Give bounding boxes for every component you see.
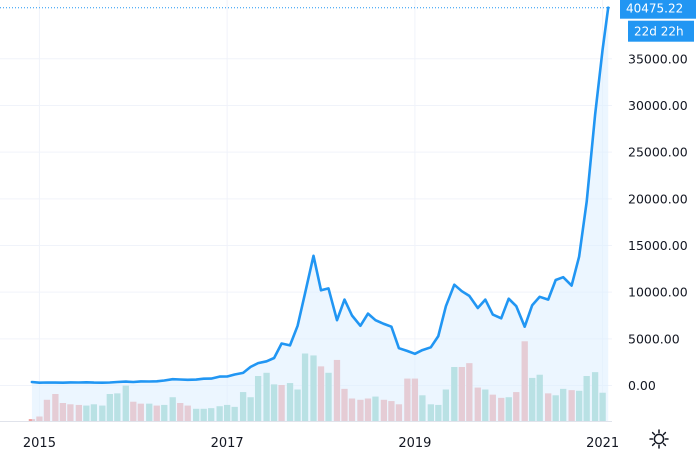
y-tick-label: 10000.00 [628,285,688,300]
y-tick-label: 25000.00 [628,145,688,160]
x-tick-label: 2019 [398,436,431,451]
y-axis: 0.00 5000.00 10000.00 15000.00 20000.00 25000… [628,51,688,393]
gear-icon [649,429,669,449]
y-tick-label: 0.00 [628,378,656,393]
x-tick-label: 2015 [23,436,56,451]
x-tick-label: 2017 [211,436,244,451]
y-tick-label: 35000.00 [628,51,688,66]
last-price-badge: 40475.22 [620,0,696,19]
y-tick-label: 20000.00 [628,191,688,206]
y-tick-label: 15000.00 [628,238,688,253]
countdown-label: 22d 22h [634,25,684,39]
countdown-label-bg [628,20,694,42]
price-area-fill [31,7,609,421]
x-tick-label: 2021 [586,436,619,451]
price-line [30,6,610,384]
chart-settings-button[interactable] [642,426,676,452]
x-axis: 2015 2017 2019 2021 [23,436,619,451]
countdown-badge: 22d 22h [628,20,694,42]
last-price-label: 40475.22 [626,2,683,16]
y-tick-label: 30000.00 [628,98,688,113]
y-tick-label: 5000.00 [628,331,680,346]
last-price-label-bg [620,0,696,19]
